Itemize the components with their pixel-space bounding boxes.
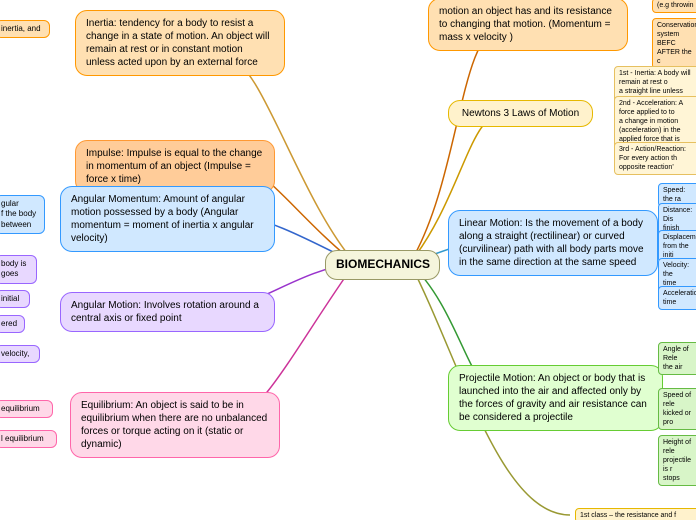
projectile-node: Projectile Motion: An object or body tha…	[448, 365, 663, 431]
frag-inertia: inertia, and	[0, 20, 50, 38]
frag-eq2: l equilibrium	[0, 430, 57, 448]
angmomentum-node: Angular Momentum: Amount of angular moti…	[60, 186, 275, 252]
center-node: BIOMECHANICS	[325, 250, 440, 280]
pm-angle: Angle of Rele the air	[658, 342, 696, 375]
linear-node: Linear Motion: Is the movement of a body…	[448, 210, 658, 276]
lm-acceleration: Acceleration time	[658, 286, 696, 310]
law3: 3rd - Action/Reaction: For every action …	[614, 142, 696, 175]
frag-body: body is goes	[0, 255, 37, 284]
angmotion-node: Angular Motion: Involves rotation around…	[60, 292, 275, 332]
firstclass: 1st class – the resistance and f	[575, 508, 696, 520]
momentum-cons: Conservation system BEFC AFTER the c	[652, 18, 696, 69]
momentum-side: (e.g throwin	[652, 0, 696, 13]
pm-speed: Speed of rele kicked or pro	[658, 388, 696, 430]
momentum-node: motion an object has and its resistance …	[428, 0, 628, 51]
inertia-node: Inertia: tendency for a body to resist a…	[75, 10, 285, 76]
frag-eq1: equilibrium	[0, 400, 53, 418]
pm-height: Height of rele projectile is r stops	[658, 435, 696, 486]
frag-angular: gular f the body between	[0, 195, 45, 234]
newtons-node: Newtons 3 Laws of Motion	[448, 100, 593, 127]
frag-ered: ered	[0, 315, 25, 333]
frag-initial: initial	[0, 290, 30, 308]
equilibrium-node: Equilibrium: An object is said to be in …	[70, 392, 280, 458]
frag-velocity: velocity,	[0, 345, 40, 363]
